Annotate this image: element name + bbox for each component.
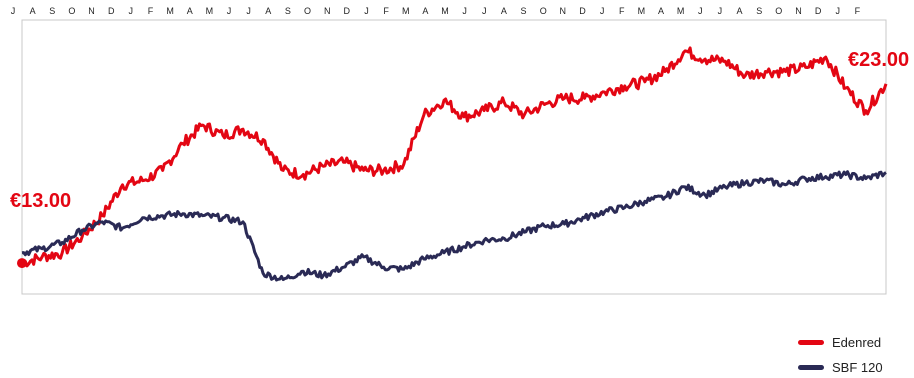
month-tick-27: O [540, 6, 547, 16]
month-tick-1: A [30, 6, 36, 16]
legend-swatch-sbf120 [798, 365, 824, 370]
month-tick-13: A [265, 6, 271, 16]
series-lines [21, 46, 888, 282]
month-tick-4: N [88, 6, 95, 16]
month-tick-16: N [324, 6, 331, 16]
start-price-label: €13.00 [10, 190, 71, 212]
month-tick-23: J [462, 6, 467, 16]
month-tick-12: J [246, 6, 251, 16]
month-tick-0: J [11, 6, 16, 16]
month-tick-30: J [600, 6, 605, 16]
series-line-edenred [21, 46, 888, 268]
month-tick-15: O [304, 6, 311, 16]
month-tick-7: F [148, 6, 154, 16]
month-tick-20: M [402, 6, 410, 16]
month-tick-11: J [227, 6, 232, 16]
month-tick-21: A [422, 6, 428, 16]
series-line-sbf-120 [21, 170, 887, 282]
month-tick-2: S [49, 6, 55, 16]
month-tick-10: M [206, 6, 214, 16]
month-tick-26: S [520, 6, 526, 16]
month-tick-36: J [718, 6, 723, 16]
legend-label-edenred: Edenred [832, 335, 882, 350]
month-tick-24: J [482, 6, 487, 16]
month-tick-40: N [795, 6, 802, 16]
month-tick-5: D [108, 6, 115, 16]
month-tick-14: S [285, 6, 291, 16]
legend-item-edenred: Edenred [798, 335, 888, 350]
month-tick-25: A [501, 6, 507, 16]
month-tick-28: N [560, 6, 567, 16]
month-tick-41: D [815, 6, 822, 16]
month-tick-29: D [579, 6, 586, 16]
month-tick-17: D [344, 6, 351, 16]
month-tick-43: F [855, 6, 861, 16]
month-tick-39: O [775, 6, 782, 16]
end-price-label: €23.00 [848, 49, 909, 71]
start-marker [17, 258, 27, 269]
month-tick-35: J [698, 6, 703, 16]
legend-label-sbf120: SBF 120 [832, 360, 883, 375]
month-tick-9: A [187, 6, 193, 16]
month-tick-19: F [383, 6, 389, 16]
month-tick-37: A [736, 6, 742, 16]
month-tick-33: A [658, 6, 664, 16]
month-tick-31: F [619, 6, 625, 16]
month-tick-34: M [677, 6, 685, 16]
month-tick-6: J [129, 6, 134, 16]
legend-swatch-edenred [798, 340, 824, 345]
month-tick-8: M [166, 6, 174, 16]
legend-item-sbf120: SBF 120 [798, 360, 888, 375]
plot-frame [21, 19, 887, 295]
month-tick-18: J [364, 6, 369, 16]
month-tick-38: S [756, 6, 762, 16]
month-tick-22: M [441, 6, 449, 16]
month-tick-42: J [835, 6, 840, 16]
month-tick-3: O [68, 6, 75, 16]
month-tick-32: M [638, 6, 646, 16]
